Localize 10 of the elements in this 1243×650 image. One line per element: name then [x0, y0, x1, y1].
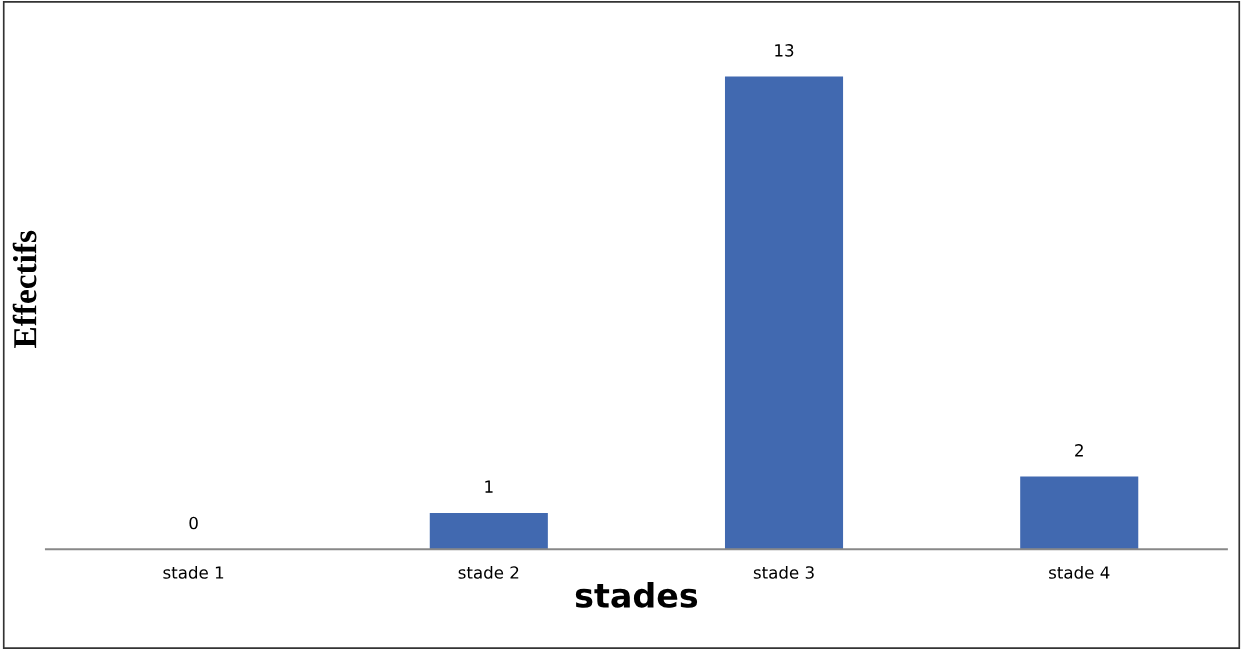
- x-tick-label: stade 1: [163, 565, 224, 579]
- data-label: 0: [189, 516, 198, 530]
- data-label: 2: [1075, 444, 1083, 457]
- y-axis-title: Effectifs: [12, 230, 37, 348]
- x-tick-label: stade 2: [458, 565, 519, 579]
- x-axis-title: stades: [575, 582, 698, 608]
- data-label: 1: [485, 480, 493, 493]
- x-tick-label: stade 4: [1049, 565, 1110, 579]
- x-tick-label: stade 3: [753, 565, 814, 579]
- data-label: 13: [775, 44, 794, 57]
